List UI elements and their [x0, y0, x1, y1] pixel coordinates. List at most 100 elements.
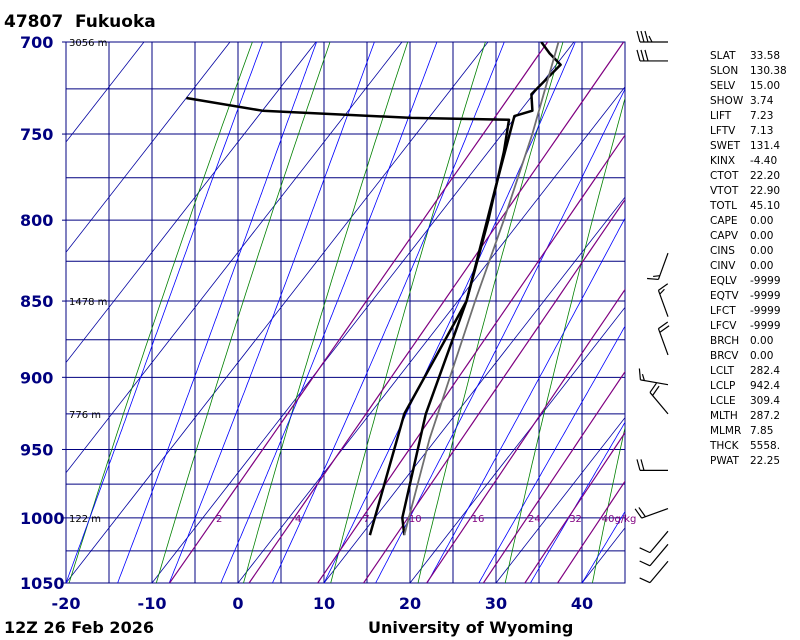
- height-labels: 3056 m 1478 m 776 m 122 m: [69, 38, 107, 525]
- moist-adiabat-line: [478, 325, 625, 583]
- wind-barb-flag: [658, 321, 669, 330]
- moist-adiabat-line: [272, 42, 505, 583]
- dewpoint-profile: [186, 96, 511, 536]
- isotherm-line: [409, 306, 625, 583]
- index-name: VTOT: [710, 185, 739, 197]
- index-name: LFCT: [710, 305, 736, 317]
- index-name: PWAT: [710, 455, 739, 467]
- index-name: SWET: [710, 140, 741, 152]
- wind-barb-flag: [634, 508, 643, 519]
- index-value: 0.00: [750, 335, 774, 347]
- height-label: 3056 m: [69, 38, 107, 49]
- isotherm-line: [237, 86, 625, 583]
- index-name: EQTV: [710, 290, 739, 302]
- index-name: EQLV: [710, 275, 737, 287]
- wind-barb: [657, 283, 669, 317]
- wind-barb: [636, 30, 668, 43]
- dry-adiabat-line: [243, 42, 409, 583]
- moist-adiabat-line: [168, 42, 375, 583]
- wind-barb-flag: [659, 288, 665, 295]
- index-value: -4.40: [750, 155, 778, 167]
- dry-adiabat-line: [417, 42, 564, 583]
- temperature-tick-label: 40: [571, 594, 593, 613]
- wind-barb: [639, 560, 669, 584]
- index-row: EQTV -9999: [710, 289, 787, 304]
- wind-barbs: [634, 30, 670, 584]
- wind-barb-staff: [649, 560, 669, 584]
- index-row: CTOT 22.20: [710, 169, 787, 184]
- moist-adiabat-line: [220, 42, 438, 583]
- index-row: EQLV -9999: [710, 274, 787, 289]
- moist-adiabat-line: [323, 42, 576, 583]
- moist-adiabat-line: [426, 217, 625, 583]
- index-name: CAPE: [710, 215, 738, 227]
- index-name: LCLP: [710, 380, 736, 392]
- plot-frame: [65, 41, 626, 584]
- moist-adiabat-line: [66, 42, 263, 583]
- mixing-ratio-line: [426, 288, 625, 583]
- index-value: -9999: [750, 290, 781, 302]
- index-name: CINS: [710, 245, 735, 257]
- wind-barb-flag: [640, 459, 645, 471]
- wind-barb: [639, 530, 669, 554]
- dry-adiabat-line: [330, 42, 486, 583]
- height-label: 776 m: [69, 410, 101, 421]
- mixing-ratio-label: 2: [216, 514, 222, 525]
- index-name: BRCV: [710, 350, 739, 362]
- temperature-tick-label: 10: [313, 594, 335, 613]
- temperature-tick-label: 0: [232, 594, 243, 613]
- index-name: LFCV: [710, 320, 737, 332]
- index-name: TOTL: [710, 200, 737, 212]
- index-row: KINX -4.40: [710, 154, 787, 169]
- index-row: CAPV 0.00: [710, 229, 787, 244]
- index-row: MLTH 287.2: [710, 409, 787, 424]
- wind-barb-flag: [639, 560, 651, 567]
- mixing-ratio-line: [557, 480, 625, 583]
- chart-title: 47807 Fukuoka: [4, 12, 156, 32]
- pressure-tick-label: 900: [20, 368, 53, 387]
- wind-barb-flag: [638, 368, 642, 380]
- height-label: 122 m: [69, 514, 101, 525]
- temperature-tick-label: -20: [52, 594, 81, 613]
- temperature-tick-label: 20: [399, 594, 421, 613]
- mixing-ratio-label: 7: [363, 514, 369, 525]
- pressure-tick-label: 950: [20, 440, 53, 459]
- index-value: 7.13: [750, 125, 774, 137]
- isotherm-line: [66, 42, 403, 474]
- pressure-tick-label: 1000: [20, 509, 65, 528]
- index-value: 282.4: [750, 365, 781, 377]
- wind-barb-flag: [659, 325, 670, 333]
- wind-barb-flag: [636, 459, 641, 471]
- index-value: 22.90: [750, 185, 781, 197]
- mixing-ratio-label: 32: [569, 514, 582, 525]
- mixing-ratio-label: 40g/kg: [602, 514, 637, 525]
- index-row: CAPE 0.00: [710, 214, 787, 229]
- index-row: BRCV 0.00: [710, 349, 787, 364]
- wind-barb-flag: [647, 277, 659, 281]
- index-row: SELV 15.00: [710, 79, 787, 94]
- moist-adiabat-line: [117, 42, 317, 583]
- index-value: -9999: [750, 275, 781, 287]
- index-value: 22.20: [750, 170, 781, 182]
- index-row: LFCT -9999: [710, 304, 787, 319]
- index-value: 0.00: [750, 215, 774, 227]
- wind-barb-flag: [640, 49, 645, 62]
- index-row: LCLP 942.4: [710, 379, 787, 394]
- mixing-ratio-label: 24: [528, 514, 541, 525]
- index-name: LFTV: [710, 125, 736, 137]
- index-name: SLAT: [710, 50, 736, 62]
- isotherm-line: [151, 42, 575, 583]
- index-value: -9999: [750, 305, 781, 317]
- index-row: SLON 130.38: [710, 64, 787, 79]
- station-name: Fukuoka: [75, 12, 156, 32]
- index-value: 0.00: [750, 245, 774, 257]
- index-name: CINV: [710, 260, 736, 272]
- mixing-ratio-line: [482, 370, 625, 583]
- wind-barb-staff: [657, 290, 669, 317]
- isotherm-line: [495, 416, 625, 583]
- wind-barb: [649, 382, 669, 415]
- wind-barb-flag: [644, 49, 649, 62]
- wind-barb-flag: [639, 577, 651, 584]
- grid: [62, 41, 626, 584]
- mixing-ratio-label: 4: [295, 514, 301, 525]
